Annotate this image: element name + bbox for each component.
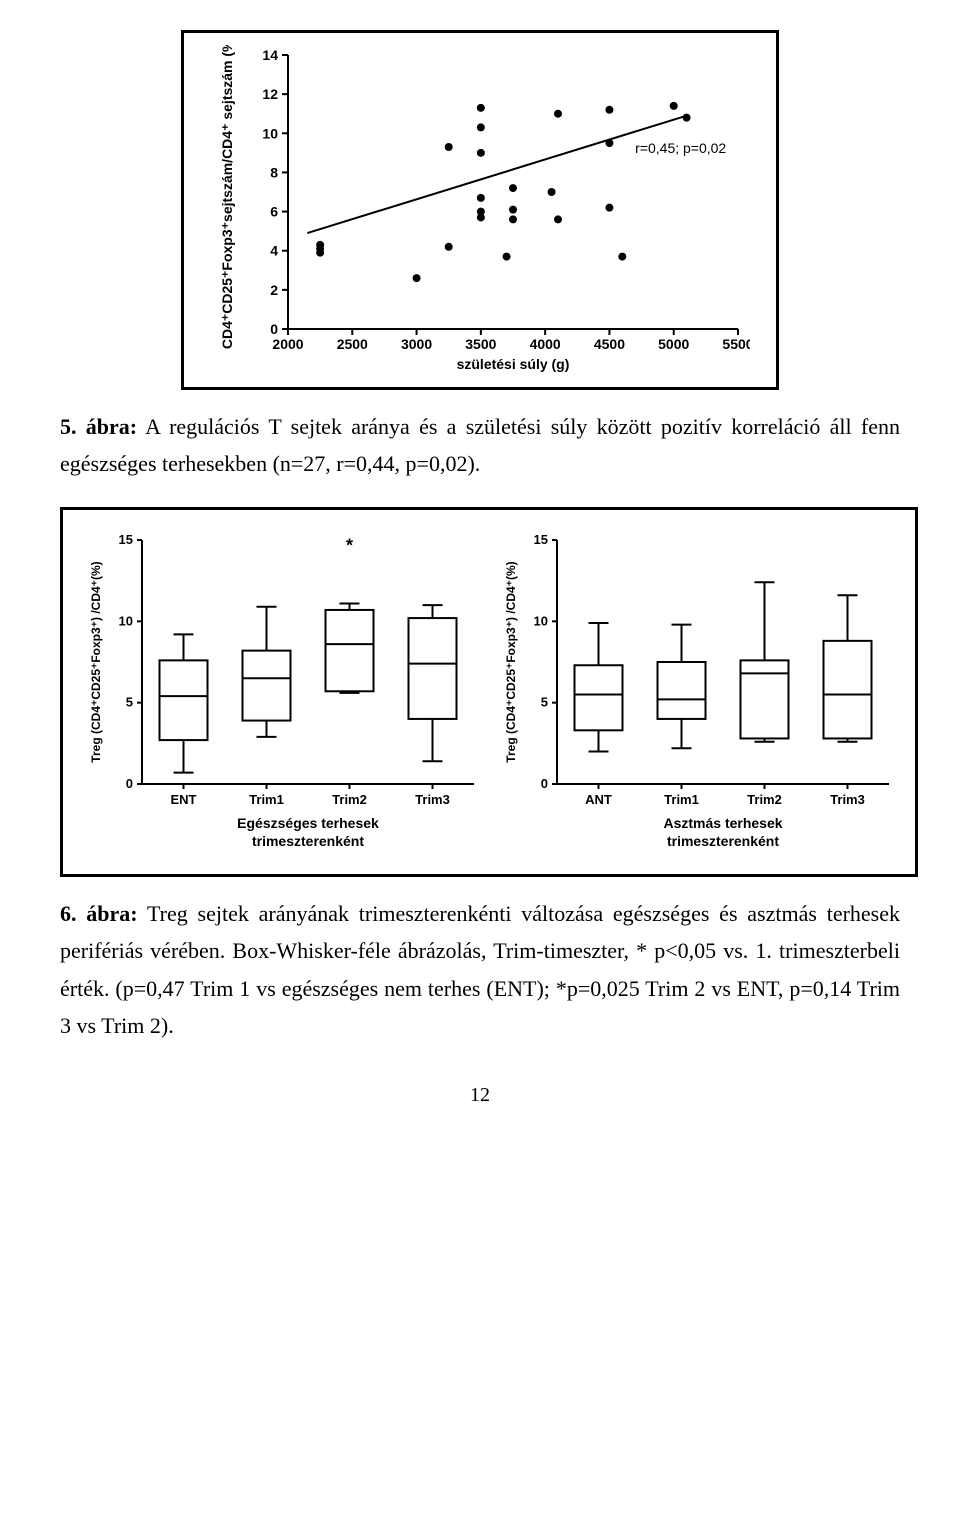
figure-5-text: A regulációs T sejtek aránya és a szület… [60,414,900,476]
figure-6-caption: 6. ábra: Treg sejtek arányának trimeszte… [60,895,900,1045]
svg-text:trimeszterenként: trimeszterenként [666,833,778,849]
svg-text:3000: 3000 [401,336,432,352]
svg-text:3500: 3500 [465,336,496,352]
svg-text:Trim2: Trim2 [747,792,782,807]
svg-text:2: 2 [270,282,278,298]
svg-text:8: 8 [270,164,278,180]
svg-text:Egészséges terhesek: Egészséges terhesek [237,815,379,831]
svg-text:4000: 4000 [530,336,561,352]
figure-5-box: 2000 2500 3000 3500 4000 4500 5000 5500 0 2 4 6 8 10 1… [181,30,779,390]
svg-text:14: 14 [262,47,278,63]
svg-text:0: 0 [270,321,278,337]
boxplot-left: 0 5 10 15 Treg (CD4⁺CD25⁺Foxp3⁺) /CD4⁺(%) ENT… [82,522,482,862]
svg-text:születési súly (g): születési súly (g) [457,356,570,372]
svg-text:10: 10 [262,125,278,141]
svg-text:ENT: ENT [170,792,196,807]
svg-text:0: 0 [540,776,547,791]
figure-5-caption: 5. ábra: A regulációs T sejtek aránya és… [60,408,900,483]
svg-text:10: 10 [118,613,132,628]
svg-text:6: 6 [270,204,278,220]
svg-text:5: 5 [540,694,547,709]
svg-text:*: * [345,535,352,555]
svg-text:Treg (CD4⁺CD25⁺Foxp3⁺) /CD4⁺(%: Treg (CD4⁺CD25⁺Foxp3⁺) /CD4⁺(%) [89,561,103,762]
figure-6-box: 0 5 10 15 Treg (CD4⁺CD25⁺Foxp3⁺) /CD4⁺(%) ENT… [60,507,918,877]
svg-text:Trim1: Trim1 [664,792,699,807]
figure-6-label: 6. ábra: [60,901,138,926]
svg-text:Asztmás terhesek: Asztmás terhesek [663,815,782,831]
svg-text:0: 0 [125,776,132,791]
svg-text:Trim2: Trim2 [332,792,367,807]
svg-text:4500: 4500 [594,336,625,352]
svg-text:2500: 2500 [337,336,368,352]
figure-5-label: 5. ábra: [60,414,137,439]
svg-text:r=0,45; p=0,02: r=0,45; p=0,02 [635,140,726,156]
svg-text:5: 5 [125,694,132,709]
figure-6-text: Treg sejtek arányának trimeszterenkénti … [60,901,900,1038]
svg-text:15: 15 [118,532,132,547]
svg-text:5500: 5500 [722,336,750,352]
boxplot-right: 0 5 10 15 Treg (CD4⁺CD25⁺Foxp3⁺) /CD4⁺(%) ANT… [497,522,897,862]
svg-text:Trim3: Trim3 [830,792,865,807]
svg-text:5000: 5000 [658,336,689,352]
page-number: 12 [60,1084,900,1107]
svg-text:ANT: ANT [585,792,612,807]
svg-text:Treg (CD4⁺CD25⁺Foxp3⁺) /CD4⁺(%: Treg (CD4⁺CD25⁺Foxp3⁺) /CD4⁺(%) [504,561,518,762]
svg-text:15: 15 [533,532,547,547]
scatter-chart: 2000 2500 3000 3500 4000 4500 5000 5500 0 2 4 6 8 10 1… [210,45,750,375]
svg-text:12: 12 [262,86,278,102]
svg-text:10: 10 [533,613,547,628]
svg-text:2000: 2000 [272,336,303,352]
svg-text:Trim3: Trim3 [415,792,450,807]
svg-text:trimeszterenként: trimeszterenként [251,833,363,849]
svg-text:Trim1: Trim1 [249,792,284,807]
svg-text:CD4⁺CD25⁺Foxp3⁺sejtszám/CD4⁺ s: CD4⁺CD25⁺Foxp3⁺sejtszám/CD4⁺ sejtszám (%… [219,45,235,349]
svg-text:4: 4 [270,243,278,259]
